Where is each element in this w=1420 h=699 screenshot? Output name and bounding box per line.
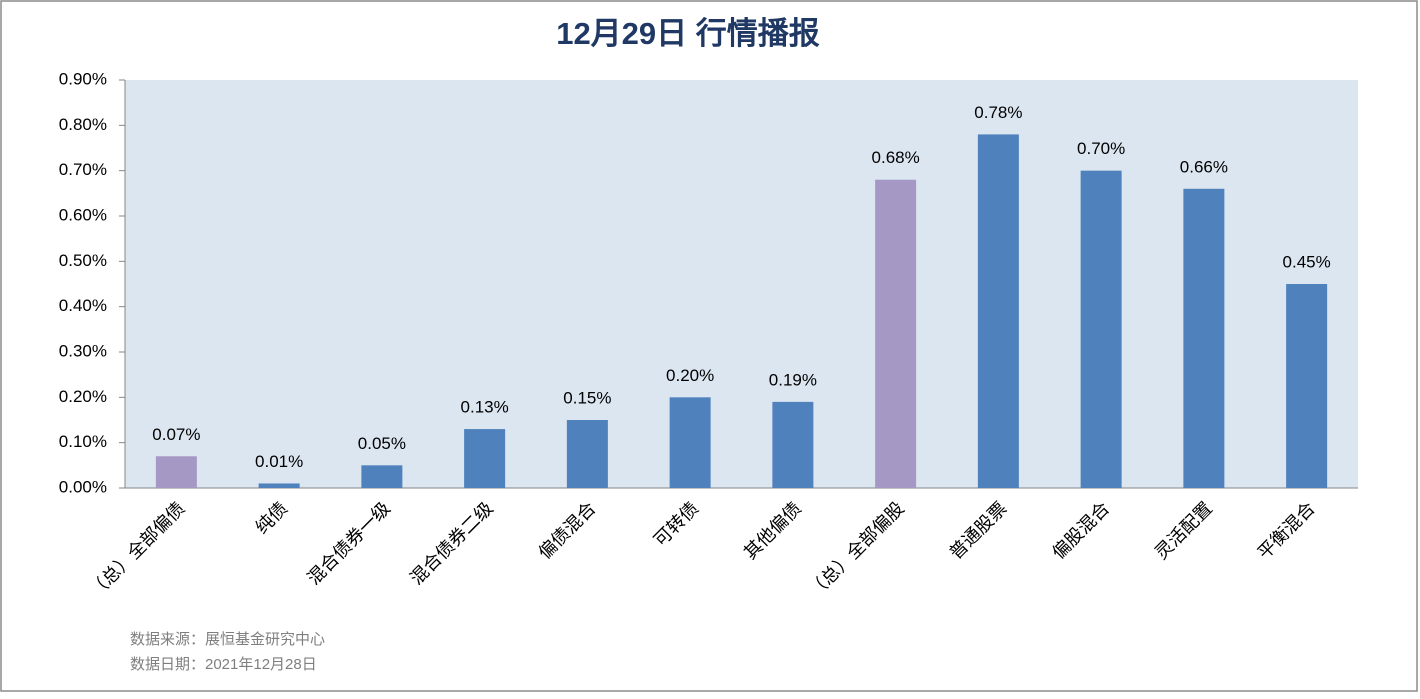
bar (875, 179, 917, 488)
y-tick-label: 0.70% (59, 160, 107, 179)
chart-title: 12月29日 行情播报 (556, 16, 820, 51)
value-label: 0.70% (1077, 139, 1125, 158)
bar (566, 420, 608, 488)
bar (361, 465, 403, 488)
value-label: 0.68% (872, 148, 920, 167)
value-label: 0.20% (666, 366, 714, 385)
bar (977, 134, 1019, 488)
bar (1183, 188, 1225, 489)
value-label: 0.05% (358, 434, 406, 453)
y-tick-label: 0.90% (59, 69, 107, 88)
value-label: 0.15% (563, 388, 611, 407)
y-tick-label: 0.30% (59, 341, 107, 360)
bar (772, 401, 814, 488)
value-label: 0.45% (1283, 252, 1331, 271)
bar (258, 483, 300, 488)
y-tick-label: 0.20% (59, 387, 107, 406)
y-tick-label: 0.40% (59, 296, 107, 315)
bar (155, 456, 197, 488)
y-tick-label: 0.50% (59, 251, 107, 270)
bar (464, 429, 506, 488)
value-label: 0.13% (461, 398, 509, 417)
bar (1080, 170, 1122, 488)
y-tick-label: 0.00% (59, 477, 107, 496)
value-label: 0.78% (974, 103, 1022, 122)
bar (1286, 284, 1328, 488)
value-label: 0.66% (1180, 157, 1228, 176)
value-label: 0.07% (152, 425, 200, 444)
y-tick-label: 0.80% (59, 115, 107, 134)
source-note: 数据来源：展恒基金研究中心 (130, 631, 325, 648)
plot-area (125, 80, 1358, 488)
value-label: 0.01% (255, 452, 303, 471)
bar (669, 397, 711, 488)
value-label: 0.19% (769, 370, 817, 389)
y-tick-label: 0.60% (59, 205, 107, 224)
y-tick-label: 0.10% (59, 432, 107, 451)
date-note: 数据日期：2021年12月28日 (130, 656, 317, 673)
